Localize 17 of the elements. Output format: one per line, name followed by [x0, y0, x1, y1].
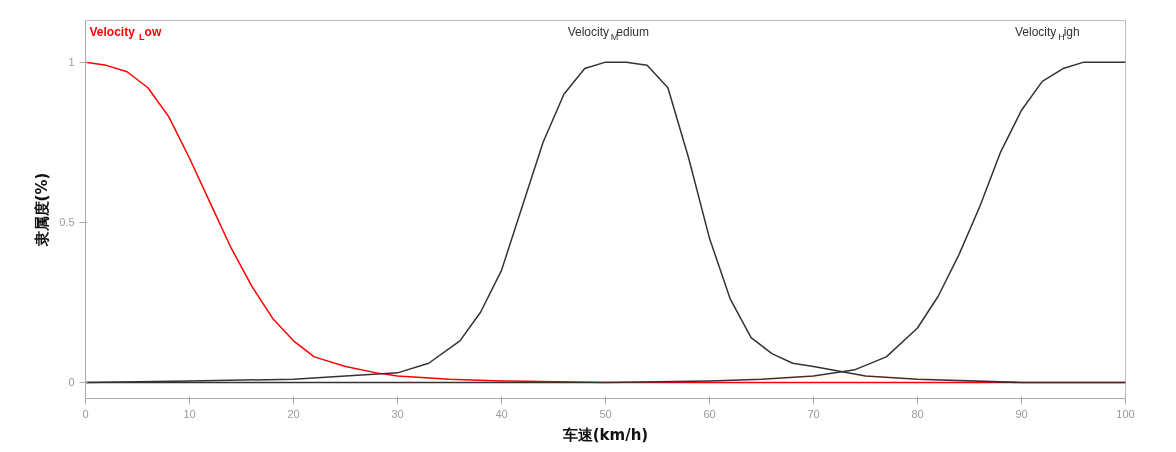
x-tick-label: 10 — [183, 407, 196, 420]
x-tick-label: 40 — [495, 407, 508, 420]
x-tick-label: 20 — [287, 407, 300, 420]
x-tick-label: 80 — [911, 407, 924, 420]
x-tick-label: 30 — [391, 407, 404, 420]
x-tick-label: 60 — [703, 407, 716, 420]
x-tick-label: 0 — [82, 407, 89, 420]
x-tick-label: 50 — [599, 407, 612, 420]
y-axis-title: 隶属度(%) — [33, 172, 52, 248]
line-series — [85, 61, 1126, 384]
x-tick-label: 90 — [1015, 407, 1028, 420]
x-tick-label: 70 — [807, 407, 820, 420]
y-tick-label: 1 — [68, 56, 75, 69]
x-axis-title: 车速(km/h) — [561, 425, 649, 444]
y-tick-label: 0 — [68, 376, 75, 389]
x-tick-label: 100 — [1116, 407, 1135, 420]
y-tick-label: 0.5 — [59, 216, 75, 229]
